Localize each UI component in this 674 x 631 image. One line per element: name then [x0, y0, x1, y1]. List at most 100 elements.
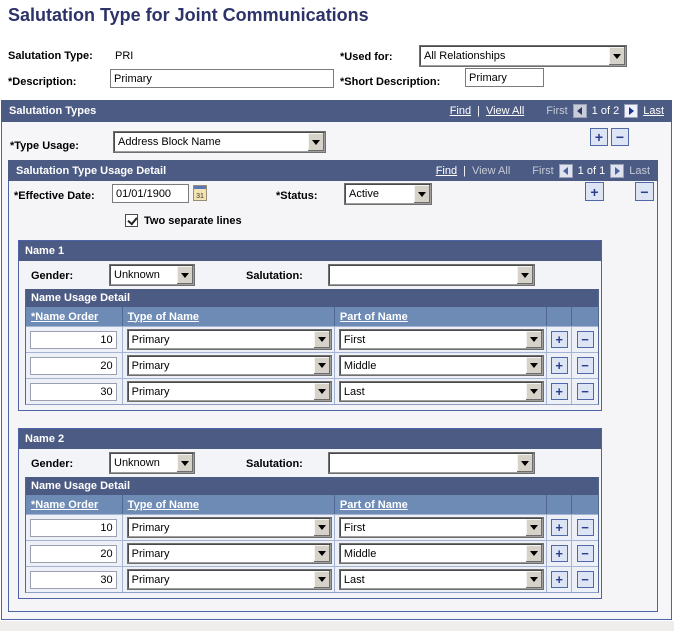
chevron-down-icon: [525, 331, 542, 348]
view-all-link[interactable]: View All: [485, 105, 525, 117]
chevron-down-icon: [414, 185, 430, 203]
table-row: Primary Last + −: [26, 566, 598, 592]
part-of-name-select[interactable]: Middle: [338, 543, 544, 564]
delete-effective-date-button[interactable]: −: [635, 182, 654, 201]
arrow-right-icon: [628, 107, 634, 115]
part-of-name-select[interactable]: Middle: [338, 355, 544, 376]
delete-row-button[interactable]: −: [576, 571, 594, 588]
type-of-name-select[interactable]: Primary: [126, 517, 332, 538]
type-of-name-value: Primary: [131, 359, 170, 372]
name-order-input[interactable]: [29, 518, 117, 537]
short-description-label: *Short Description:: [340, 76, 441, 88]
delete-row-button[interactable]: −: [576, 331, 594, 348]
salutation-label: Salutation:: [246, 270, 303, 282]
name-order-input[interactable]: [29, 330, 117, 349]
name1-header-bar: Name 1: [19, 241, 601, 261]
type-of-name-select[interactable]: Primary: [126, 355, 332, 376]
gender-label: Gender:: [31, 270, 74, 282]
view-all-link: View All: [471, 164, 511, 177]
add-row-button[interactable]: +: [550, 519, 568, 536]
column-part-of-name[interactable]: Part of Name: [339, 498, 408, 511]
part-of-name-select[interactable]: Last: [338, 381, 544, 402]
gender-selected-value: Unknown: [114, 457, 160, 469]
calendar-icon[interactable]: 31: [193, 185, 207, 201]
type-of-name-select[interactable]: Primary: [126, 381, 332, 402]
column-type-of-name[interactable]: Type of Name: [127, 498, 199, 511]
delete-row-button[interactable]: −: [576, 383, 594, 400]
part-of-name-select[interactable]: Last: [338, 569, 544, 590]
used-for-select[interactable]: All Relationships: [419, 45, 627, 67]
description-input[interactable]: [110, 69, 334, 88]
delete-row-button[interactable]: −: [576, 545, 594, 562]
last-link[interactable]: Last: [643, 105, 664, 117]
type-of-name-value: Primary: [131, 333, 170, 346]
name1-section: Name 1 Gender: Unknown Salutation: Name …: [18, 240, 602, 411]
type-of-name-select[interactable]: Primary: [126, 569, 332, 590]
two-separate-lines-checkbox[interactable]: [125, 214, 138, 227]
name-order-input[interactable]: [29, 356, 117, 375]
delete-row-button[interactable]: −: [576, 357, 594, 374]
add-row-button[interactable]: +: [550, 571, 568, 588]
part-of-name-value: First: [343, 333, 366, 346]
two-separate-lines-label: Two separate lines: [144, 215, 242, 227]
column-name-order[interactable]: *Name Order: [31, 310, 99, 323]
add-type-usage-button[interactable]: +: [590, 128, 608, 146]
salutation-type-label: Salutation Type:: [8, 50, 93, 62]
previous-row-button[interactable]: [558, 163, 573, 178]
table-row: Primary First + −: [26, 326, 598, 352]
arrow-left-icon: [563, 166, 569, 175]
name1-usage-detail-table: Name Usage Detail *Name Order Type of Na…: [25, 289, 599, 405]
gender-select[interactable]: Unknown: [109, 452, 195, 474]
name-usage-detail-title: Name Usage Detail: [31, 292, 131, 304]
type-of-name-select[interactable]: Primary: [126, 543, 332, 564]
part-of-name-select[interactable]: First: [338, 329, 544, 350]
part-of-name-value: First: [343, 521, 366, 534]
add-effective-date-button[interactable]: +: [585, 182, 604, 201]
gender-select[interactable]: Unknown: [109, 264, 195, 286]
chevron-down-icon: [313, 383, 330, 400]
first-link: First: [546, 105, 568, 117]
type-of-name-value: Primary: [131, 521, 170, 534]
gender-selected-value: Unknown: [114, 269, 160, 281]
add-row-button[interactable]: +: [550, 357, 568, 374]
status-select[interactable]: Active: [344, 183, 432, 205]
name2-section: Name 2 Gender: Unknown Salutation: Name …: [18, 428, 602, 599]
add-row-button[interactable]: +: [550, 545, 568, 562]
name-order-input[interactable]: [29, 570, 117, 589]
column-part-of-name[interactable]: Part of Name: [339, 310, 408, 323]
arrow-right-icon: [614, 166, 620, 175]
delete-type-usage-button[interactable]: −: [611, 128, 629, 146]
previous-row-button[interactable]: [572, 104, 587, 118]
next-row-button[interactable]: [610, 163, 625, 178]
type-usage-label: *Type Usage:: [10, 140, 79, 152]
name-order-input[interactable]: [29, 544, 117, 563]
chevron-down-icon: [517, 454, 533, 472]
type-of-name-select[interactable]: Primary: [126, 329, 332, 350]
used-for-selected-value: All Relationships: [424, 50, 506, 62]
type-usage-select[interactable]: Address Block Name: [113, 131, 326, 153]
chevron-down-icon: [517, 266, 533, 284]
find-link[interactable]: Find: [449, 105, 472, 117]
salutation-type-value: PRI: [115, 50, 134, 62]
description-label: *Description:: [8, 76, 77, 88]
column-type-of-name[interactable]: Type of Name: [127, 310, 199, 323]
name-order-input[interactable]: [29, 382, 117, 401]
effective-date-input[interactable]: [112, 184, 189, 203]
last-link: Last: [629, 164, 650, 177]
chevron-down-icon: [525, 545, 542, 562]
salutation-select[interactable]: [328, 264, 535, 286]
short-description-input[interactable]: [465, 68, 544, 87]
column-name-order[interactable]: *Name Order: [31, 498, 99, 511]
part-of-name-value: Last: [343, 573, 365, 586]
find-link[interactable]: Find: [435, 164, 458, 177]
next-row-button[interactable]: [624, 104, 639, 118]
part-of-name-select[interactable]: First: [338, 517, 544, 538]
salutation-select[interactable]: [328, 452, 535, 474]
part-of-name-value: Last: [343, 385, 365, 398]
nav-divider: |: [463, 164, 466, 177]
delete-row-button[interactable]: −: [576, 519, 594, 536]
add-row-button[interactable]: +: [550, 383, 568, 400]
add-row-button[interactable]: +: [550, 331, 568, 348]
type-of-name-value: Primary: [131, 547, 170, 560]
